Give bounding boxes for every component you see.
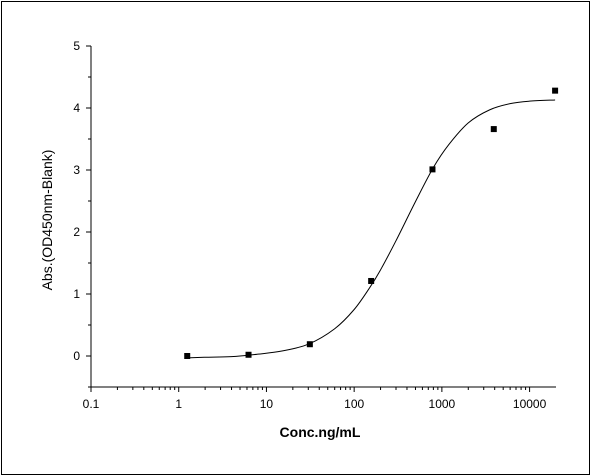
fit-curve-layer (187, 99, 556, 359)
y-tick-label: 3 (73, 163, 80, 177)
y-axis-label: Abs.(OD450nm-Blank) (39, 150, 55, 291)
x-tick-label: 1 (175, 397, 182, 411)
y-tick-label: 2 (73, 225, 80, 239)
x-tick-label: 1000 (429, 397, 456, 411)
y-tick-label: 4 (73, 101, 80, 115)
x-axis-label: Conc.ng/mL (280, 424, 361, 440)
data-point (429, 166, 436, 173)
data-point (306, 341, 313, 348)
data-point (245, 351, 252, 358)
fit-curve (187, 99, 556, 359)
x-tick-label: 0.1 (83, 397, 100, 411)
x-tick-label: 10000 (513, 397, 547, 411)
data-points-layer (184, 87, 559, 359)
x-tick-label: 10 (260, 397, 274, 411)
data-point (184, 353, 191, 359)
data-point (368, 277, 375, 284)
y-tick-label: 1 (73, 287, 80, 301)
y-tick-label: 5 (73, 39, 80, 53)
axis-ticks: 0 1 2 3 4 5 0.1 1 10 100 1000 10000 (73, 39, 546, 411)
data-point (552, 87, 559, 94)
y-tick-label: 0 (73, 349, 80, 363)
x-tick-label: 100 (344, 397, 364, 411)
plot-axes (90, 46, 556, 388)
data-point (490, 126, 497, 133)
